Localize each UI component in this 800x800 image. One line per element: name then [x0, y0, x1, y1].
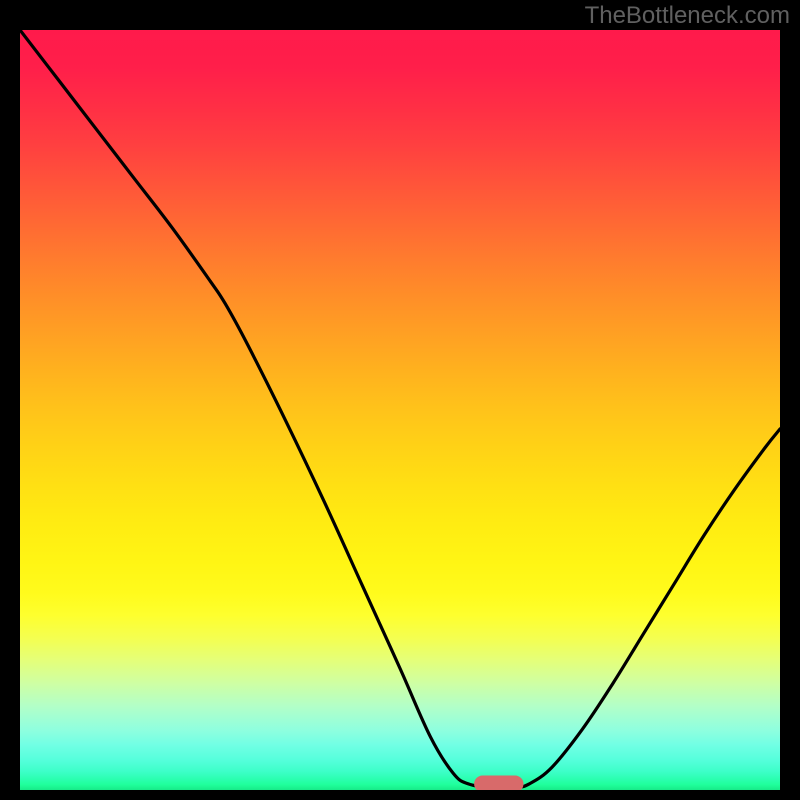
optimal-marker [474, 776, 523, 790]
gradient-background [20, 30, 780, 790]
watermark-text: TheBottleneck.com [585, 2, 790, 30]
plot-svg [20, 30, 780, 790]
chart-frame: TheBottleneck.com [0, 0, 800, 800]
plot-area [20, 30, 780, 790]
